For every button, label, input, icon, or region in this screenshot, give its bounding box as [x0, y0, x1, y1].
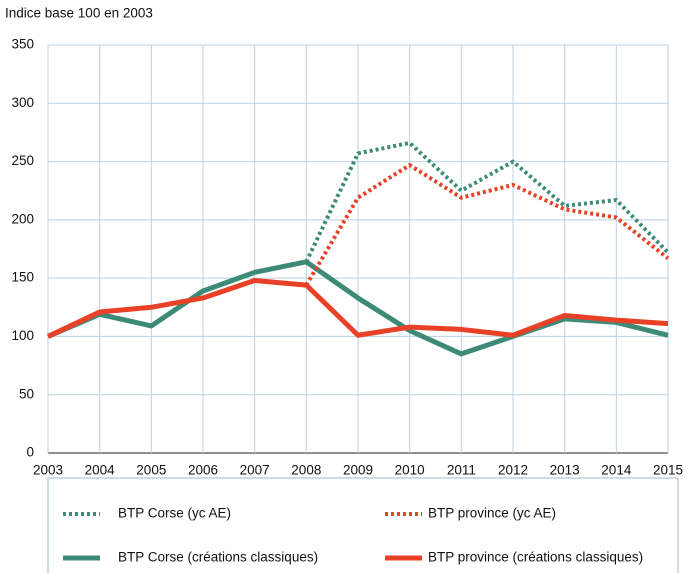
x-tick-label: 2003	[33, 463, 63, 478]
y-tick-label: 150	[11, 270, 34, 285]
legend-box	[47, 477, 679, 573]
x-tick-label: 2005	[136, 463, 166, 478]
y-tick-label: 250	[11, 153, 34, 168]
series-line	[46, 277, 669, 339]
x-tick-label: 2010	[395, 463, 425, 478]
legend-label: BTP province (yc AE)	[428, 506, 556, 521]
legend-label: BTP Corse (créations classiques)	[118, 550, 318, 565]
legend-label: BTP province (créations classiques)	[428, 550, 643, 565]
x-tick-label: 2014	[601, 463, 632, 478]
x-tick-label: 2004	[85, 463, 116, 478]
y-tick-label: 300	[11, 95, 34, 110]
legend-label: BTP Corse (yc AE)	[118, 506, 231, 521]
x-tick-label: 2012	[498, 463, 528, 478]
y-axis-label: Indice base 100 en 2003	[5, 6, 153, 21]
x-tick-label: 2015	[653, 463, 683, 478]
y-tick-label: 50	[19, 386, 34, 401]
y-tick-label: 100	[11, 328, 34, 343]
x-tick-label: 2009	[343, 463, 373, 478]
series-line	[304, 163, 670, 287]
y-tick-label: 200	[11, 211, 34, 226]
y-tick-label: 350	[11, 37, 34, 52]
series-line	[47, 259, 669, 357]
x-tick-label: 2011	[447, 463, 476, 478]
y-tick-label: 0	[26, 445, 34, 460]
x-tick-label: 2008	[291, 463, 321, 478]
x-tick-label: 2007	[240, 463, 270, 478]
series-line	[304, 140, 670, 263]
x-tick-label: 2006	[188, 463, 218, 478]
x-tick-label: 2013	[550, 463, 580, 478]
